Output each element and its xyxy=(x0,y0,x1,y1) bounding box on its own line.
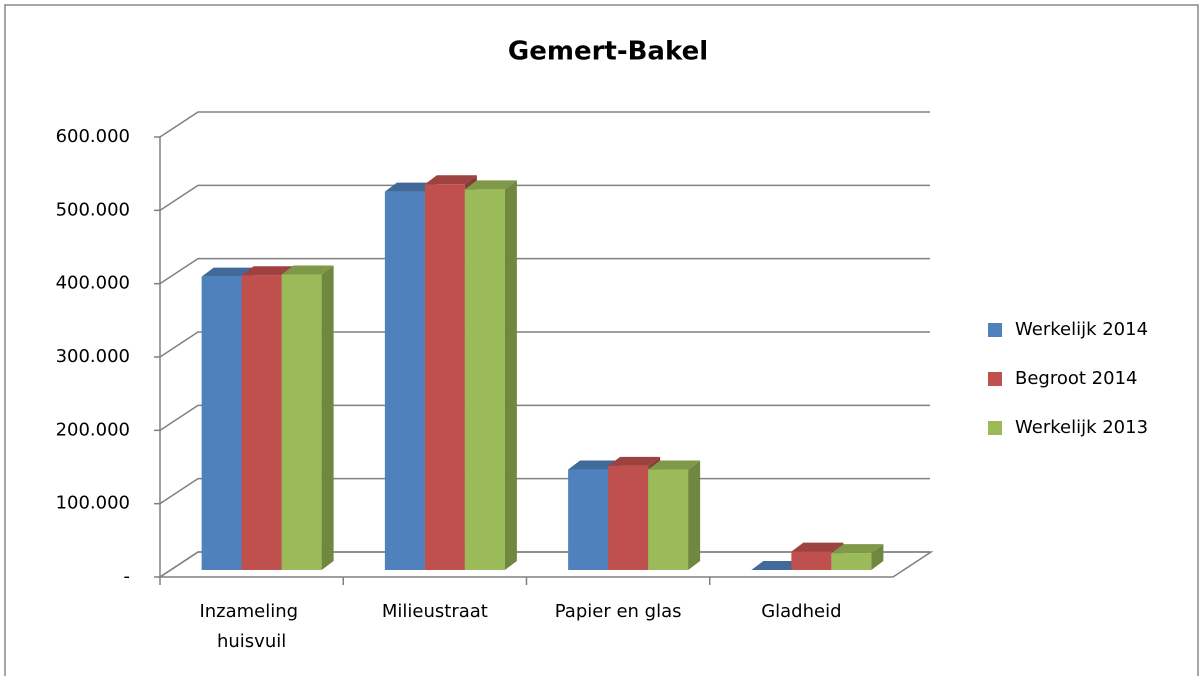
bar-front xyxy=(281,274,322,570)
bar-top xyxy=(241,266,294,276)
bar-top xyxy=(424,175,477,185)
bar-top xyxy=(201,267,254,277)
bar-side xyxy=(688,460,701,570)
grid-line xyxy=(159,111,930,138)
legend-swatch xyxy=(988,421,1002,435)
grid-line xyxy=(159,404,930,431)
bar-top xyxy=(281,265,334,275)
bar-top xyxy=(791,542,844,552)
y-tick-label: 200.000 xyxy=(56,419,130,440)
y-tick-label: 400.000 xyxy=(56,273,130,294)
bar-top xyxy=(384,182,437,192)
bar-front xyxy=(568,469,609,570)
legend-swatch xyxy=(988,323,1002,337)
x-tick-label: Inzameling huisvuil xyxy=(199,601,303,652)
legend-swatch xyxy=(988,372,1002,386)
grid-line xyxy=(159,184,930,211)
bar-side xyxy=(871,544,884,570)
bar-front xyxy=(608,465,649,570)
bar-top xyxy=(751,561,804,570)
bar-top xyxy=(831,544,884,554)
bar-side xyxy=(321,265,334,570)
x-tick-label: Papier en glas xyxy=(555,601,682,622)
y-tick-label: 100.000 xyxy=(56,493,130,514)
y-tick-label: 600.000 xyxy=(56,126,130,147)
x-tick-label: Gladheid xyxy=(761,601,841,622)
x-tick-label: Milieustraat xyxy=(382,601,488,622)
legend-label: Begroot 2014 xyxy=(1015,368,1137,389)
bar-front xyxy=(241,275,282,570)
bar-front xyxy=(384,191,425,570)
bar-top xyxy=(568,460,621,470)
bar-top xyxy=(608,456,661,466)
bar-top xyxy=(464,180,517,190)
bar-front xyxy=(424,184,465,570)
bar-top xyxy=(648,460,701,470)
grid-line xyxy=(159,257,930,285)
grid-line xyxy=(159,331,930,358)
bar-front xyxy=(791,551,832,570)
bar-side xyxy=(504,180,517,570)
bar-front xyxy=(464,189,505,570)
chart-title: Gemert-Bakel xyxy=(508,37,708,67)
legend-label: Werkelijk 2014 xyxy=(1015,319,1148,340)
bar-front xyxy=(201,276,242,570)
bar-front xyxy=(831,553,872,570)
legend-label: Werkelijk 2013 xyxy=(1015,417,1148,438)
y-tick-label: - xyxy=(124,566,131,587)
bar-front xyxy=(648,469,689,570)
y-tick-label: 300.000 xyxy=(56,346,130,367)
y-tick-label: 500.000 xyxy=(56,199,130,220)
